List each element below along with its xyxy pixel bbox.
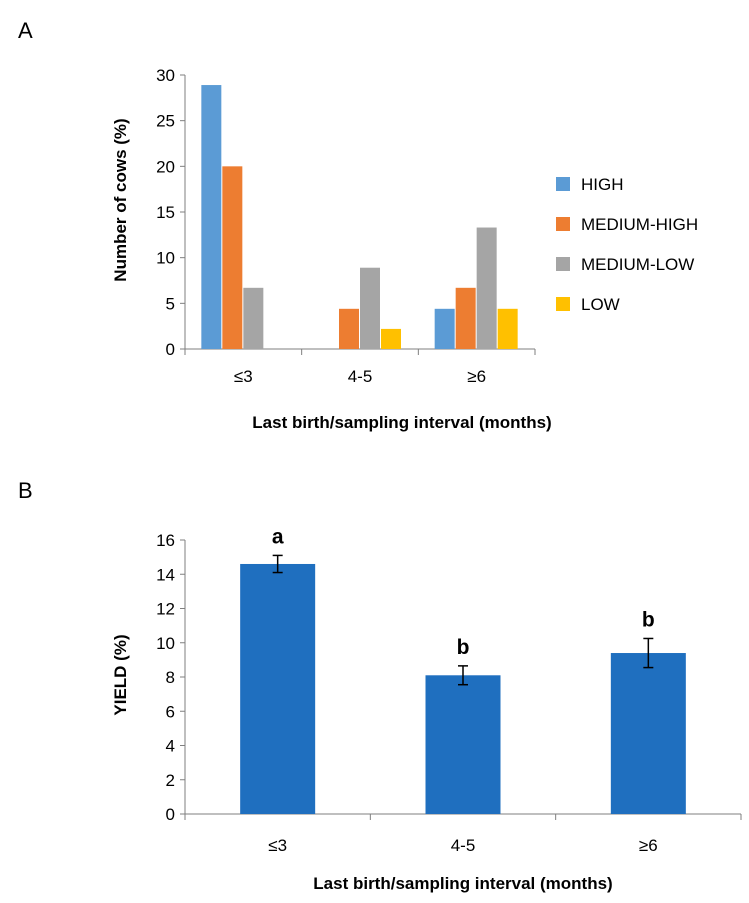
panel-b-x-tick-label: ≥6 — [639, 836, 658, 855]
panel-b-error-bar — [272, 554, 283, 574]
panel-b-y-tick-label: 2 — [166, 771, 175, 790]
legend-label: MEDIUM-LOW — [581, 255, 694, 274]
panel-b-error-bar — [458, 665, 468, 686]
panel-b-y-tick-label: 12 — [156, 600, 175, 619]
panel-a-bar — [222, 166, 243, 349]
legend-label: HIGH — [581, 175, 624, 194]
panel-a-bar — [339, 308, 359, 349]
panel-b-x-tick-label: 4-5 — [451, 836, 476, 855]
panel-a-bar — [360, 267, 380, 349]
panel-a-x-axis-label: Last birth/sampling interval (months) — [252, 413, 551, 432]
panel-a-bar — [497, 308, 518, 349]
panel-b-y-tick-label: 6 — [166, 702, 175, 721]
legend-label: LOW — [581, 295, 620, 314]
panel-a-y-tick-label: 25 — [156, 112, 175, 131]
panel-b-x-tick-label: ≤3 — [268, 836, 287, 855]
panel-b-x-axis-label: Last birth/sampling interval (months) — [313, 874, 612, 893]
panel-b-significance-label: b — [457, 636, 470, 659]
panel-a-y-tick-label: 30 — [156, 66, 175, 85]
panel-b-error-bar — [643, 637, 654, 669]
panel-b-y-tick-label: 4 — [166, 737, 175, 756]
panel-b: B YIELD (%) 0 2 4 6 8 10 12 14 16 a b b ≤3 4-5 ≥6 La… — [18, 478, 742, 893]
panel-a-y-tick-label: 20 — [156, 157, 175, 176]
panel-b-significance-label: a — [272, 525, 284, 548]
panel-a-y-tick-label: 15 — [156, 203, 175, 222]
legend-label: MEDIUM-HIGH — [581, 215, 698, 234]
panel-a-bar — [434, 308, 455, 349]
panel-b-y-tick-label: 16 — [156, 531, 175, 550]
panel-b-y-axis-label: YIELD (%) — [111, 634, 130, 715]
panel-a: A Number of cows (%) 0 5 10 15 20 25 30 ≤3 4-5 ≥… — [18, 18, 698, 432]
panel-a-bar — [381, 328, 401, 349]
panel-a-x-tick-label: ≥6 — [467, 367, 486, 386]
legend-swatch — [556, 217, 570, 231]
panel-label-b: B — [18, 478, 33, 503]
legend-swatch — [556, 297, 570, 311]
panel-a-x-tick-label: ≤3 — [234, 367, 253, 386]
panel-a-y-tick-label: 0 — [166, 340, 175, 359]
legend-swatch — [556, 177, 570, 191]
panel-a-y-tick-label: 10 — [156, 249, 175, 268]
panel-b-bar — [425, 675, 501, 814]
panel-a-y-tick-label: 5 — [166, 294, 175, 313]
panel-a-bar — [201, 85, 222, 350]
panel-b-significance-label: b — [642, 608, 655, 631]
panel-a-y-axis-label: Number of cows (%) — [111, 118, 130, 281]
panel-label-a: A — [18, 18, 33, 43]
panel-a-bar — [455, 287, 476, 349]
panel-b-y-tick-label: 10 — [156, 634, 175, 653]
panel-a-bar — [476, 227, 497, 349]
panel-a-x-tick-label: 4-5 — [348, 367, 373, 386]
legend-swatch — [556, 257, 570, 271]
panel-b-y-tick-label: 8 — [166, 668, 175, 687]
panel-b-y-tick-label: 14 — [156, 565, 175, 584]
panel-b-bar — [240, 563, 316, 814]
panel-b-bar — [610, 653, 686, 814]
panel-b-y-tick-label: 0 — [166, 805, 175, 824]
panel-a-bar — [243, 287, 264, 349]
